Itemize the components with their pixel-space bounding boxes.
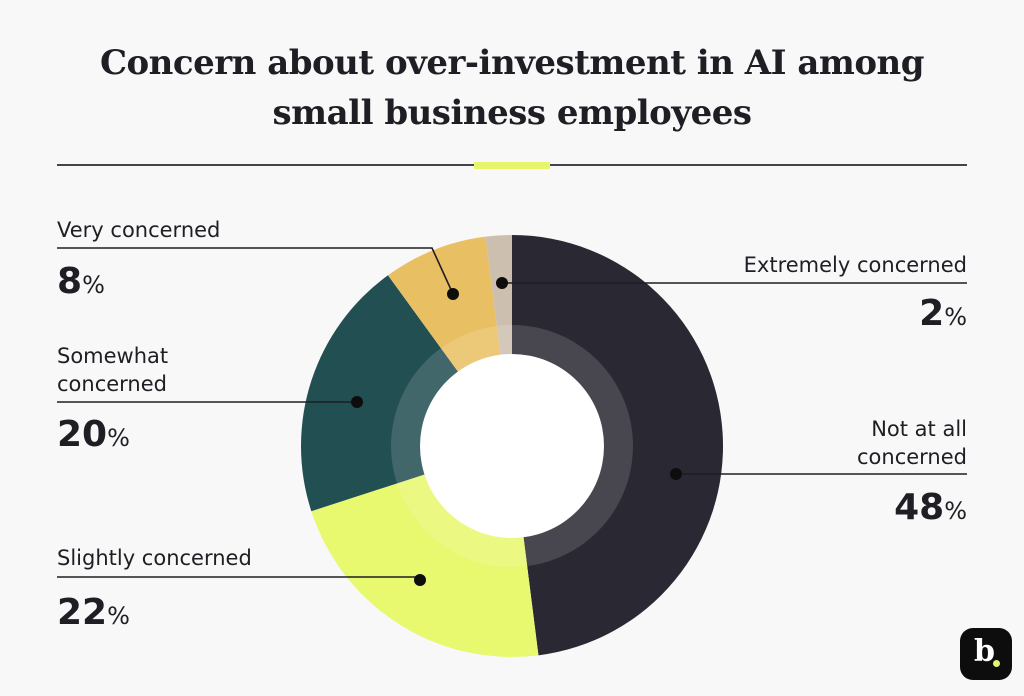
label-not-at-all-concerned: Not at all concerned bbox=[857, 417, 967, 469]
chart-title: Concern about over-investment in AI amon… bbox=[0, 38, 1024, 138]
leader-lines bbox=[57, 247, 967, 578]
title-divider-accent bbox=[474, 162, 550, 169]
label-extremely-concerned: Extremely concerned bbox=[743, 253, 967, 277]
slice-not-at-all-concerned bbox=[512, 235, 724, 656]
leader-dots bbox=[351, 277, 682, 586]
value-somewhat-concerned: 20% bbox=[57, 414, 130, 455]
brand-logo: b bbox=[960, 628, 1012, 680]
value-slightly-concerned: 22% bbox=[57, 592, 130, 633]
label-very-concerned: Very concerned bbox=[57, 218, 221, 242]
logo-dot-icon bbox=[993, 660, 1000, 667]
title-line-1: Concern about over-investment in AI amon… bbox=[99, 43, 925, 83]
title-line-2: small business employees bbox=[272, 93, 752, 133]
value-not-at-all-concerned: 48% bbox=[894, 487, 967, 528]
label-somewhat-concerned: Somewhat concerned bbox=[57, 344, 169, 396]
label-slightly-concerned: Slightly concerned bbox=[57, 546, 252, 570]
value-extremely-concerned: 2% bbox=[919, 293, 967, 334]
value-very-concerned: 8% bbox=[57, 261, 105, 302]
donut-hole bbox=[420, 354, 604, 538]
